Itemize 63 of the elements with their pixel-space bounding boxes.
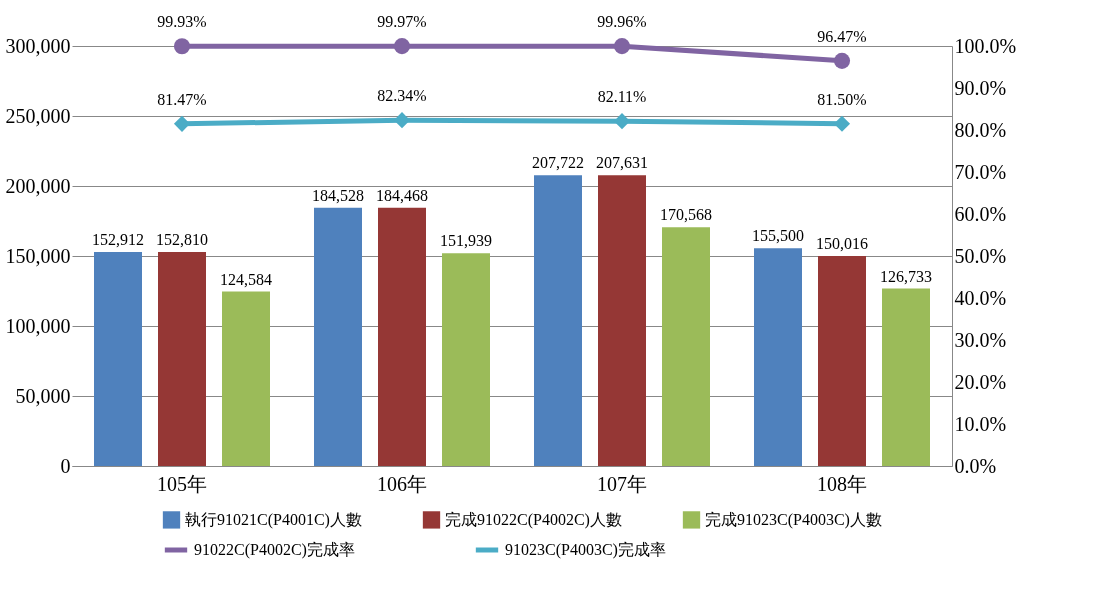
data-label: 151,939 [440, 232, 492, 250]
bar [534, 175, 582, 466]
data-label: 99.93% [157, 13, 207, 31]
bar [882, 288, 930, 466]
data-label: 126,733 [880, 267, 932, 285]
bar [94, 251, 142, 466]
data-label: 184,528 [312, 186, 364, 204]
x-tick-label: 105年 [157, 472, 207, 495]
bar [598, 175, 646, 466]
data-label: 82.34% [377, 87, 427, 105]
legend-label: 完成91022C(P4002C)人數 [445, 510, 622, 529]
data-label: 81.50% [817, 90, 867, 108]
y2-tick-label: 100.0% [954, 34, 1017, 57]
data-label: 207,631 [596, 154, 648, 172]
bar [754, 248, 802, 466]
y2-tick-label: 70.0% [954, 160, 1007, 183]
x-tick-label: 106年 [377, 472, 427, 495]
bar [662, 227, 710, 466]
data-label: 152,912 [92, 230, 144, 248]
y-tick-label: 150,000 [5, 244, 71, 267]
point [393, 38, 411, 55]
bar [818, 255, 866, 466]
data-label: 99.97% [377, 13, 427, 31]
y-tick-label: 100,000 [5, 314, 71, 337]
legend-label: 完成91023C(P4003C)人數 [705, 510, 882, 529]
data-label: 152,810 [156, 231, 208, 249]
data-label: 124,584 [220, 270, 272, 288]
legend-label: 91023C(P4003C)完成率 [505, 541, 666, 559]
data-label: 207,722 [532, 154, 584, 172]
y2-tick-label: 0.0% [954, 454, 997, 477]
x-tick-label: 107年 [597, 472, 647, 495]
data-label: 99.96% [597, 13, 647, 31]
point [833, 52, 851, 69]
data-label: 81.47% [157, 90, 207, 108]
legend-label: 91022C(P4002C)完成率 [194, 541, 355, 559]
data-label: 150,016 [816, 234, 868, 252]
y-tick-label: 200,000 [5, 174, 71, 197]
y2-tick-label: 80.0% [954, 118, 1007, 141]
bar [158, 252, 206, 466]
point [173, 38, 191, 55]
point [613, 38, 631, 55]
y2-tick-label: 90.0% [954, 76, 1007, 99]
y2-tick-label: 30.0% [954, 328, 1007, 351]
bar [442, 253, 490, 466]
data-label: 96.47% [817, 27, 867, 45]
y2-tick-label: 20.0% [954, 370, 1007, 393]
y2-tick-label: 10.0% [954, 412, 1007, 435]
y2-tick-label: 60.0% [954, 202, 1007, 225]
data-label: 184,468 [376, 186, 428, 204]
legend-label: 執行91021C(P4001C)人數 [185, 510, 362, 529]
y-tick-label: 250,000 [5, 104, 71, 127]
y-tick-label: 0 [60, 454, 71, 477]
data-label: 170,568 [660, 206, 712, 224]
bar [314, 207, 362, 466]
bar [222, 291, 270, 466]
y2-tick-label: 40.0% [954, 286, 1007, 309]
y2-tick-label: 50.0% [954, 244, 1007, 267]
data-label: 155,500 [752, 227, 804, 245]
x-tick-label: 108年 [817, 472, 867, 495]
y-tick-label: 50,000 [15, 384, 71, 407]
y-tick-label: 300,000 [5, 34, 71, 57]
data-label: 82.11% [597, 88, 647, 106]
bar [378, 207, 426, 466]
